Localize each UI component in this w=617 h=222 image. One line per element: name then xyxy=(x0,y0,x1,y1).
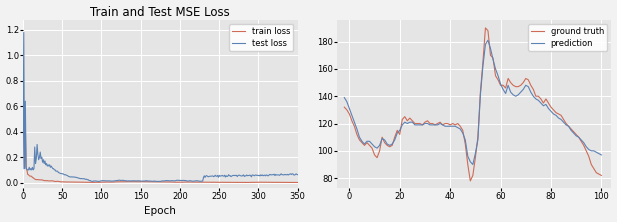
prediction xyxy=(494,74,502,77)
prediction xyxy=(411,124,418,126)
train loss xyxy=(149,180,156,183)
ground truth xyxy=(482,27,489,29)
test loss xyxy=(294,173,301,176)
Title: Train and Test MSE Loss: Train and Test MSE Loss xyxy=(91,6,230,19)
Line: ground truth: ground truth xyxy=(344,28,602,181)
train loss xyxy=(148,180,155,183)
prediction xyxy=(598,154,605,156)
train loss xyxy=(229,181,236,184)
test loss xyxy=(88,180,96,183)
Legend: train loss, test loss: train loss, test loss xyxy=(229,24,294,51)
prediction xyxy=(578,139,585,141)
test loss xyxy=(252,174,260,176)
ground truth xyxy=(580,144,587,147)
test loss xyxy=(151,180,158,182)
prediction xyxy=(585,148,592,151)
prediction xyxy=(341,96,348,99)
X-axis label: Epoch: Epoch xyxy=(144,206,176,216)
Line: prediction: prediction xyxy=(344,40,602,165)
Line: train loss: train loss xyxy=(23,59,297,182)
test loss xyxy=(267,173,274,176)
prediction xyxy=(580,141,587,144)
ground truth xyxy=(494,79,502,81)
Line: test loss: test loss xyxy=(23,32,297,181)
train loss xyxy=(266,181,273,184)
ground truth xyxy=(411,122,418,125)
train loss xyxy=(129,180,136,183)
prediction xyxy=(484,39,492,42)
test loss xyxy=(160,180,168,182)
ground truth xyxy=(578,140,585,143)
prediction xyxy=(573,135,580,137)
test loss xyxy=(149,180,157,183)
ground truth xyxy=(341,106,348,109)
ground truth xyxy=(573,133,580,136)
train loss xyxy=(19,58,27,61)
train loss xyxy=(294,181,301,184)
Legend: ground truth, prediction: ground truth, prediction xyxy=(528,24,607,51)
test loss xyxy=(20,31,28,34)
ground truth xyxy=(466,180,474,182)
ground truth xyxy=(585,155,592,158)
train loss xyxy=(159,180,167,183)
train loss xyxy=(252,181,259,184)
ground truth xyxy=(598,174,605,177)
test loss xyxy=(131,179,138,182)
test loss xyxy=(19,167,27,170)
prediction xyxy=(469,163,476,166)
